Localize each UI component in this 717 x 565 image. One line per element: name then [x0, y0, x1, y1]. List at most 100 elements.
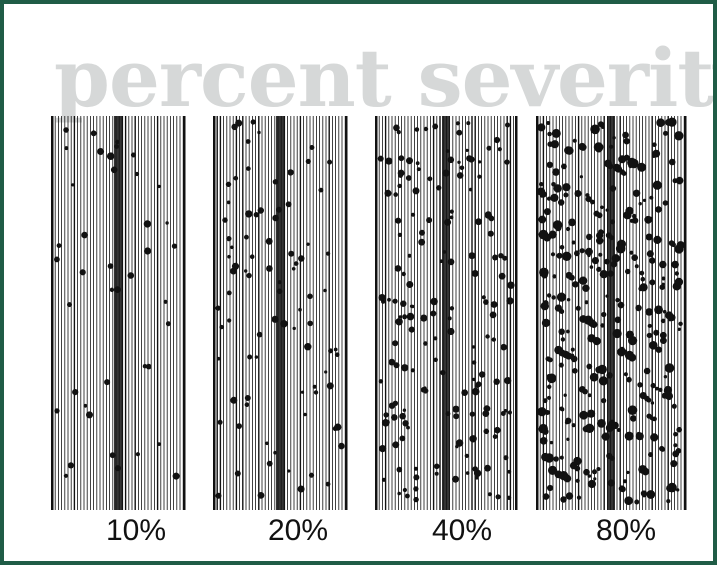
lesion-dot	[444, 218, 452, 226]
lesion-dot	[551, 182, 556, 187]
lesion-dot	[637, 382, 643, 388]
leaf-panel-40	[375, 116, 518, 510]
lesion-dot	[472, 377, 476, 382]
lesion-dot	[587, 479, 597, 489]
lesion-dot	[402, 408, 407, 412]
lesion-dot	[582, 284, 590, 292]
lesion-dot	[537, 123, 546, 132]
lesion-dot	[230, 396, 238, 404]
lesion-dot	[593, 477, 597, 481]
lesion-dot	[625, 330, 635, 339]
lesion-dot	[502, 255, 508, 261]
leaf-edge	[684, 116, 687, 510]
lesion-dot	[599, 367, 603, 371]
lesion-dot	[249, 254, 255, 259]
lesion-dot	[411, 212, 416, 217]
lesion-dot	[566, 329, 570, 334]
lesion-dot	[106, 152, 115, 160]
lesion-dot	[473, 469, 482, 477]
lesion-dot	[392, 298, 398, 304]
lesion-dot	[647, 323, 652, 328]
lesion-dot	[266, 265, 273, 272]
lesion-dot	[145, 363, 152, 370]
lesion-dot	[401, 364, 409, 372]
lesion-dot	[606, 372, 613, 379]
lesion-dot	[110, 166, 118, 174]
lesion-dot	[142, 364, 148, 369]
lesion-dot	[565, 271, 573, 279]
lesion-dot	[490, 301, 498, 308]
lesion-dot	[652, 149, 661, 158]
lesion-dot	[654, 305, 663, 315]
lesion-dot	[423, 341, 428, 346]
lesion-dot	[639, 392, 647, 400]
lesion-dot	[493, 378, 500, 385]
lesion-dot	[584, 300, 589, 305]
lesion-dot	[452, 405, 460, 413]
leaf-panel-80	[536, 116, 687, 510]
lesion-dot	[475, 384, 480, 388]
lesion-dot	[254, 355, 259, 359]
lesion-dot	[541, 271, 548, 279]
lesion-dot	[549, 440, 554, 445]
lesion-dot	[589, 372, 599, 382]
lesion-dot	[109, 452, 116, 459]
lesion-dot	[482, 410, 490, 417]
lesion-dot	[552, 274, 557, 279]
lesion-dot	[489, 311, 497, 319]
lesion-dot	[271, 315, 279, 323]
lesion-dot	[676, 488, 680, 492]
lesion-dot	[560, 496, 567, 503]
lesion-dot	[381, 477, 387, 482]
lesion-dot	[565, 352, 573, 360]
lesion-dot	[578, 276, 588, 285]
lesion-dot	[246, 272, 252, 279]
lesion-dot	[506, 297, 514, 305]
lesion-dot	[244, 234, 249, 240]
lesion-dot	[568, 218, 576, 227]
leaf-midrib	[442, 116, 450, 510]
lesion-dot	[385, 157, 393, 165]
lesion-dot	[280, 320, 288, 328]
lesion-dot	[256, 331, 263, 338]
lesion-dot	[599, 270, 609, 279]
lesion-dot	[276, 288, 283, 295]
lesion-dot	[551, 295, 556, 300]
lesion-dot	[383, 412, 389, 418]
lesion-dot	[307, 320, 314, 327]
lesion-dot	[575, 478, 580, 483]
lesion-dot	[625, 268, 631, 275]
lesion-dot	[558, 362, 564, 368]
lesion-dot	[667, 117, 677, 127]
lesion-dot	[541, 318, 551, 328]
lesion-dot	[611, 421, 619, 430]
lesion-dot	[632, 213, 637, 219]
lesion-dot	[618, 485, 626, 492]
lesion-dot	[658, 387, 663, 392]
lesion-dot	[468, 187, 473, 192]
lesion-dot	[226, 236, 232, 242]
lesion-dot	[663, 130, 668, 136]
lesion-dot	[287, 469, 291, 473]
lesion-dot	[165, 321, 171, 327]
lesion-dot	[410, 368, 415, 373]
lesion-dot	[334, 423, 342, 431]
lesion-dot	[338, 442, 345, 450]
lesion-dot	[246, 166, 251, 171]
lesion-dot	[589, 265, 594, 269]
lesion-dot	[576, 495, 582, 500]
leaf-midrib	[607, 116, 615, 510]
lesion-dot	[650, 401, 655, 405]
panel-label-40: 40%	[431, 514, 493, 547]
lesion-dot	[488, 492, 492, 497]
lesion-dot	[652, 416, 657, 422]
leaf-edge	[375, 116, 378, 510]
lesion-dot	[559, 406, 564, 411]
lesion-dot	[250, 119, 256, 125]
lesion-dot	[668, 318, 672, 322]
lesion-dot	[398, 315, 402, 319]
lesion-dot	[419, 229, 425, 236]
lesion-dot	[72, 389, 79, 396]
lesion-dot	[247, 354, 253, 360]
lesion-dot	[546, 121, 551, 125]
